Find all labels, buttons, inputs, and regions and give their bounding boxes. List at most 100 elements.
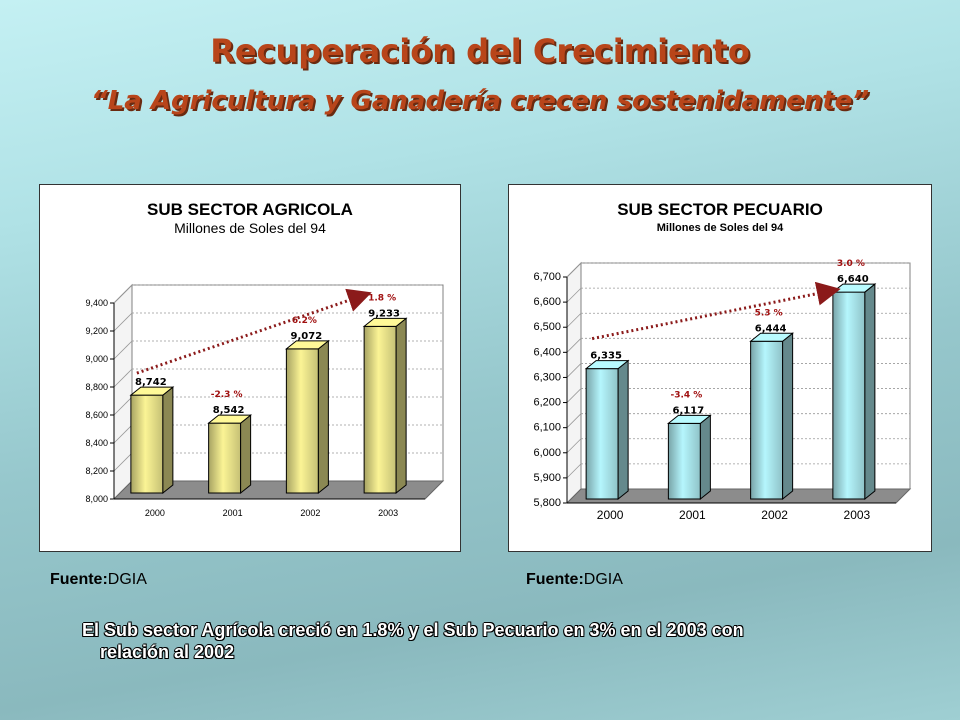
bar-value-label: 6,444 [755, 323, 787, 334]
growth-label: 3.0 % [837, 259, 865, 269]
trend-arrow [591, 281, 841, 341]
summary-note-line2: relación al 2002 [100, 642, 235, 662]
bar-value-label: 6,335 [590, 351, 622, 362]
chart-title: SUB SECTOR PECUARIO [617, 200, 823, 219]
bar-value-label: 9,072 [291, 331, 323, 342]
y-tick-label: 6,200 [533, 397, 561, 409]
y-tick-label: 6,600 [533, 296, 561, 308]
bar-top [362, 317, 408, 327]
y-tick-label: 6,400 [533, 346, 561, 358]
gridline-side [113, 396, 133, 416]
plot-side-wall [566, 261, 582, 505]
bar-top [284, 340, 330, 350]
gridline-side [566, 438, 582, 454]
gridline-side [566, 463, 582, 479]
trend-arrow [136, 288, 372, 375]
gridline-side [566, 338, 582, 353]
bar-side [617, 359, 629, 501]
growth-label: -2.3 % [211, 390, 243, 400]
x-tick-label: 2002 [300, 508, 320, 518]
gridline-side [566, 388, 582, 403]
chart-subtitle: Millones de Soles del 94 [657, 222, 784, 234]
bar-top [129, 386, 175, 396]
y-tick-label: 6,700 [533, 271, 561, 283]
bar-top [666, 414, 712, 424]
bar [208, 422, 242, 494]
source-label: Fuente: [526, 571, 584, 588]
gridline-side [566, 262, 582, 278]
gridline-side [113, 368, 133, 388]
gridline-side [113, 424, 133, 444]
y-tick-label: 8,800 [85, 382, 108, 392]
chart-subtitle: Millones de Soles del 94 [174, 220, 326, 236]
y-tick-label: 8,400 [85, 438, 108, 448]
x-tick-label: 2002 [761, 508, 788, 522]
bar-side [240, 414, 252, 495]
gridline-side [113, 312, 133, 332]
chart-panel-agricola: SUB SECTOR AGRICOLA Millones de Soles del… [39, 184, 461, 552]
bar-value-label: 6,117 [673, 405, 705, 416]
chart-pecuario: SUB SECTOR PECUARIO Millones de Soles del… [533, 200, 912, 522]
bar-top [584, 360, 630, 370]
gridline-side [113, 452, 133, 472]
y-tick-label: 9,200 [85, 326, 108, 336]
bar-side [864, 283, 876, 501]
gridline-side [566, 363, 582, 378]
bar [585, 368, 619, 500]
bar-value-label: 8,742 [135, 377, 167, 388]
bar-value-label: 8,542 [213, 405, 245, 416]
source-value: DGIA [583, 571, 623, 588]
source-pecuario: Fuente:DGIA [526, 571, 623, 589]
x-tick-label: 2001 [679, 508, 706, 522]
bar-value-label: 6,640 [837, 274, 869, 285]
gridline-side [113, 340, 133, 360]
y-tick-label: 9,400 [85, 298, 108, 308]
x-tick-label: 2003 [844, 508, 871, 522]
bar-side [699, 414, 711, 501]
summary-note-line1: El Sub sector Agrícola creció en 1.8% y … [82, 620, 744, 640]
growth-label: 1.8 % [368, 293, 396, 303]
y-tick-label: 6,300 [533, 371, 561, 383]
slide-subtitle: “La Agricultura y Ganadería crecen soste… [90, 86, 870, 116]
y-tick-label: 6,100 [533, 422, 561, 434]
bar-side [317, 339, 329, 495]
chart-panel-pecuario: SUB SECTOR PECUARIO Millones de Soles del… [508, 184, 932, 552]
y-tick-label: 8,000 [85, 494, 108, 504]
gridline-side [566, 287, 582, 303]
bar [750, 340, 784, 500]
y-tick-label: 8,600 [85, 410, 108, 420]
y-tick-label: 9,000 [85, 354, 108, 364]
growth-label: 6.2% [292, 316, 317, 326]
bar-side [162, 386, 174, 495]
gridline-side [113, 284, 133, 304]
source-label: Fuente: [50, 571, 108, 588]
bar [667, 422, 701, 500]
source-value: DGIA [107, 571, 147, 588]
source-agricola: Fuente:DGIA [50, 571, 147, 589]
bar-side [782, 332, 794, 501]
chart-title: SUB SECTOR AGRICOLA [147, 200, 353, 219]
x-tick-label: 2001 [223, 508, 243, 518]
y-tick-label: 6,000 [533, 447, 561, 459]
x-tick-label: 2003 [378, 508, 398, 518]
y-tick-label: 5,800 [533, 497, 561, 509]
growth-label: -3.4 % [670, 390, 702, 400]
plot-side-wall [113, 283, 133, 501]
y-tick-label: 8,200 [85, 466, 108, 476]
bar [285, 348, 319, 494]
x-tick-label: 2000 [597, 508, 624, 522]
slide-title: Recuperación del Crecimiento [210, 32, 750, 70]
gridline-side [566, 312, 582, 328]
bar [363, 325, 397, 494]
bar [130, 394, 164, 494]
summary-note: El Sub sector Agrícola creció en 1.8% y … [82, 619, 902, 663]
bar-top [749, 332, 795, 342]
y-tick-label: 5,900 [533, 472, 561, 484]
bar-side [395, 317, 407, 495]
bar-top [207, 414, 253, 424]
growth-label: 5.3 % [755, 308, 783, 318]
bar [832, 291, 866, 500]
gridline-side [566, 413, 582, 428]
x-tick-label: 2000 [145, 508, 165, 518]
